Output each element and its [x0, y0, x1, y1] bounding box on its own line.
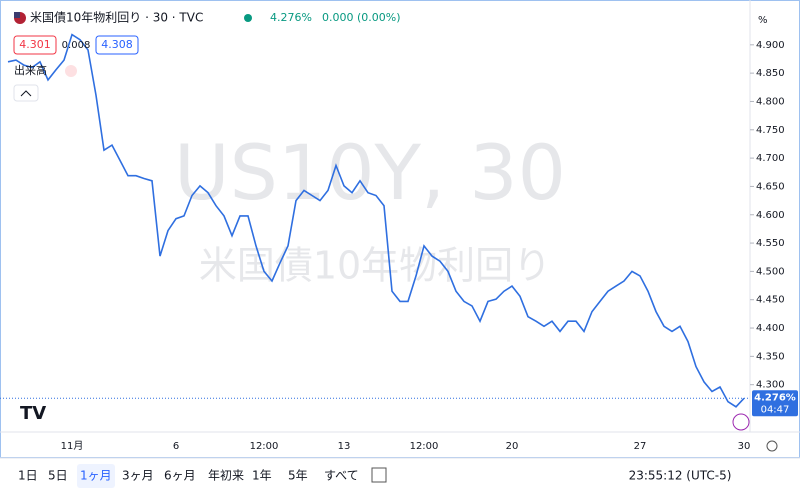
- x-tick-label: 6: [173, 441, 179, 452]
- volume-label: 出来高: [14, 63, 47, 77]
- toolbar: 1日 5日 1ヶ月 3ヶ月 6ヶ月 年初来 1年 5年 すべて: [18, 464, 359, 488]
- y-tick-label: 4.650: [756, 181, 785, 192]
- x-tick-label: 11月: [61, 440, 84, 452]
- price-line: [7, 33, 745, 408]
- x-tick-label: 12:00: [250, 441, 279, 452]
- x-tick-label: 30: [738, 441, 751, 452]
- x-tick-label: 20: [506, 441, 519, 452]
- range-button[interactable]: 年初来: [208, 469, 244, 483]
- y-tick-label: 4.900: [756, 40, 785, 51]
- y-tick-label: 4.300: [756, 380, 785, 391]
- collapse-button[interactable]: [13, 84, 39, 102]
- y-tick-label: 4.800: [756, 96, 785, 107]
- plot: 4.300 4.350 4.400 4.450 4.500 4.550 4.600 4.650…: [0, 33, 798, 452]
- chevron: [20, 90, 32, 97]
- x-tick-label: 12:00: [410, 441, 439, 452]
- range-button[interactable]: 1ヶ月: [80, 469, 112, 483]
- last-price-label: 4.276%: [754, 392, 796, 403]
- range-button[interactable]: 1年: [252, 469, 272, 483]
- countdown: 04:47: [761, 404, 790, 415]
- clock: 23:55:12 (UTC-5): [629, 469, 732, 483]
- y-tick-label: 4.750: [756, 125, 785, 136]
- price: 4.276%: [270, 11, 312, 24]
- event-icon[interactable]: [732, 413, 750, 431]
- symbol[interactable]: 米国債10年物利回り · 30 · TVC: [30, 10, 203, 25]
- range-button[interactable]: すべて: [324, 469, 359, 483]
- range-button[interactable]: 3ヶ月: [122, 469, 154, 483]
- spread: 0.008: [62, 40, 91, 51]
- flag-canton: [14, 12, 20, 18]
- range-button[interactable]: 1日: [18, 469, 38, 483]
- logo[interactable]: TV: [20, 403, 46, 424]
- range-button[interactable]: 5年: [288, 469, 308, 483]
- y-tick-label: 4.450: [756, 295, 785, 306]
- x-tick-label: 13: [338, 441, 351, 452]
- y-tick-label: 4.350: [756, 351, 785, 362]
- range-active: [77, 464, 115, 488]
- warning-icon[interactable]: [65, 65, 77, 77]
- change: 0.000 (0.00%): [322, 11, 401, 24]
- y-tick-label: 4.600: [756, 210, 785, 221]
- unit: %: [758, 15, 768, 26]
- watermark: US10Y, 30: [174, 128, 566, 217]
- ask[interactable]: 4.308: [101, 38, 133, 51]
- range-button[interactable]: 5日: [48, 469, 68, 483]
- settings-icon[interactable]: [766, 440, 778, 452]
- y-tick-label: 4.500: [756, 266, 785, 277]
- ask-box[interactable]: [95, 35, 139, 55]
- date-range-icon[interactable]: [371, 467, 387, 483]
- y-tick-label: 4.400: [756, 323, 785, 334]
- bid[interactable]: 4.301: [19, 38, 51, 51]
- y-tick-label: 4.850: [756, 68, 785, 79]
- last-price-box: [752, 390, 798, 417]
- range-button[interactable]: 6ヶ月: [164, 469, 196, 483]
- chart-frame: [0, 0, 800, 458]
- y-tick-label: 4.550: [756, 238, 785, 249]
- watermark-name: 米国債10年物利回り: [199, 244, 551, 288]
- bid-box[interactable]: [13, 35, 57, 55]
- x-tick-label: 27: [634, 441, 647, 452]
- y-tick-label: 4.700: [756, 153, 785, 164]
- status-dot: [244, 14, 252, 22]
